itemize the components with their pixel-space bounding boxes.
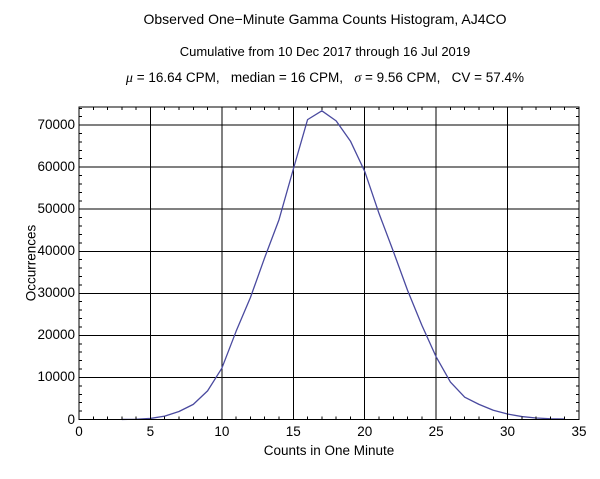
y-tick-label: 70000 xyxy=(37,117,75,133)
y-tick-label: 60000 xyxy=(37,159,75,175)
stats-sigma-text: = 9.56 CPM, CV = 57.4% xyxy=(361,70,525,85)
y-tick-label: 0 xyxy=(67,411,75,427)
x-tick-label: 20 xyxy=(357,423,373,439)
y-tick-label: 50000 xyxy=(37,201,75,217)
y-tick-label: 20000 xyxy=(37,327,75,343)
chart-title: Observed One−Minute Gamma Counts Histogr… xyxy=(143,11,507,27)
sigma-symbol: σ xyxy=(354,71,362,86)
gridlines xyxy=(79,107,579,420)
chart-subtitle: Cumulative from 10 Dec 2017 through 16 J… xyxy=(179,44,471,59)
mu-symbol: μ xyxy=(125,71,133,86)
x-tick-label: 5 xyxy=(146,423,155,439)
x-tick-label: 0 xyxy=(75,423,83,439)
x-tick-label: 35 xyxy=(571,423,587,439)
plot-frame xyxy=(78,106,580,420)
x-axis-label: Counts in One Minute xyxy=(263,443,395,458)
y-tick-label: 30000 xyxy=(37,285,75,301)
histogram-curve xyxy=(121,110,565,421)
y-tick-label: 40000 xyxy=(37,243,75,259)
x-tick-label: 10 xyxy=(214,423,230,439)
axis-ticks xyxy=(79,107,579,420)
x-tick-label: 30 xyxy=(500,423,516,439)
x-tick-label: 15 xyxy=(285,423,301,439)
chart-stats: μ = 16.64 CPM, median = 16 CPM, σ = 9.56… xyxy=(50,70,600,86)
y-axis-label: Occurrences xyxy=(23,224,39,302)
y-tick-label: 10000 xyxy=(37,369,75,385)
stats-mu-text: = 16.64 CPM, median = 16 CPM, xyxy=(132,70,355,85)
x-tick-label: 25 xyxy=(428,423,444,439)
